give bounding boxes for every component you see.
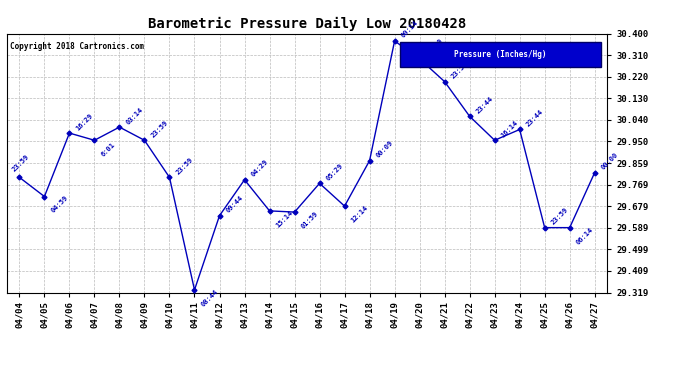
Text: 23:59: 23:59	[11, 153, 30, 173]
Text: 00:00: 00:00	[600, 152, 620, 171]
FancyBboxPatch shape	[400, 42, 601, 68]
Text: Pressure (Inches/Hg): Pressure (Inches/Hg)	[455, 50, 547, 59]
Text: 23:59: 23:59	[150, 119, 169, 138]
Text: 05:29: 05:29	[325, 162, 344, 182]
Text: 23:59: 23:59	[450, 61, 469, 80]
Title: Barometric Pressure Daily Low 20180428: Barometric Pressure Daily Low 20180428	[148, 17, 466, 31]
Text: 23:59: 23:59	[550, 207, 569, 226]
Text: 23:44: 23:44	[525, 108, 544, 128]
Text: 15:14: 15:14	[275, 209, 295, 228]
Text: Copyright 2018 Cartronics.com: Copyright 2018 Cartronics.com	[10, 42, 144, 51]
Text: 00:09: 00:09	[375, 140, 395, 159]
Text: 12:14: 12:14	[350, 204, 369, 224]
Text: 16:14: 16:14	[500, 119, 520, 138]
Text: 23:44: 23:44	[475, 95, 495, 114]
Text: 6:01: 6:01	[100, 142, 116, 158]
Text: 06:14: 06:14	[575, 226, 595, 245]
Text: 04:59: 04:59	[50, 195, 69, 214]
Text: 03:14: 03:14	[125, 106, 144, 125]
Text: 00:14: 00:14	[400, 20, 420, 39]
Text: 09:44: 09:44	[225, 195, 244, 214]
Text: 23:59: 23:59	[175, 156, 195, 176]
Text: 17:59: 17:59	[425, 38, 444, 57]
Text: 01:59: 01:59	[300, 210, 319, 230]
Text: 08:44: 08:44	[200, 288, 219, 308]
Text: 04:29: 04:29	[250, 159, 269, 178]
Text: 16:29: 16:29	[75, 112, 95, 131]
